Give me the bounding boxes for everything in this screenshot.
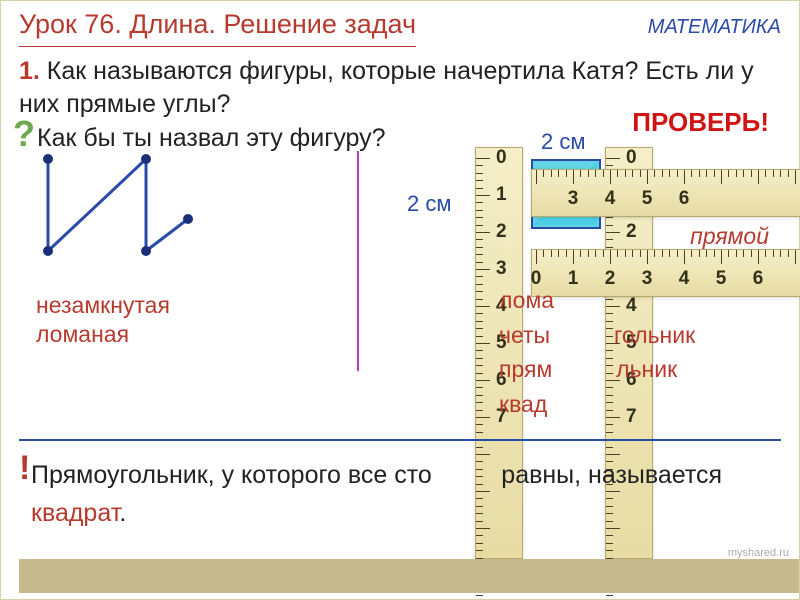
horizontal-rule [19, 439, 781, 441]
ruler-horizontal-1: 3456 [531, 169, 800, 217]
def-part1: Прямоугольник, у которого все сто [31, 461, 432, 489]
mid-label-3: прям льник [499, 352, 695, 387]
definition-text: Прямоугольник, у которого все сто равны,… [31, 457, 779, 532]
mid-label-1: лома [499, 283, 695, 318]
lesson-title: Урок 76. Длина. Решение задач [19, 9, 416, 47]
check-label: ПРОВЕРЬ! [632, 107, 769, 138]
vertical-divider [357, 151, 359, 371]
mid-label-4: квад [499, 387, 695, 422]
subject-label: МАТЕМАТИКА [648, 16, 781, 39]
label-open-polyline: незамкнутая ломаная [36, 291, 170, 349]
dimension-left: 2 см [407, 191, 451, 217]
site-logo: myshared.ru [728, 547, 789, 559]
exclamation-icon: ! [19, 449, 30, 488]
slide: Урок 76. Длина. Решение задач МАТЕМАТИКА… [0, 0, 800, 600]
header: Урок 76. Длина. Решение задач МАТЕМАТИКА [1, 1, 799, 51]
question-mark-icon: ? [13, 113, 35, 155]
dimension-top: 2 см [541, 129, 585, 155]
def-dot: . [119, 499, 126, 527]
def-part2: равны, называется [494, 461, 722, 489]
mid-labels: лома четы гольник прям льник квад [499, 283, 695, 421]
label-pryamoi: прямой [690, 223, 769, 250]
q1-number: 1. [19, 57, 40, 85]
def-keyword: квадрат [31, 499, 119, 527]
polyline-figure [36, 151, 206, 296]
footer-bar [19, 559, 799, 593]
mid-label-2: четы гольник [499, 318, 695, 353]
